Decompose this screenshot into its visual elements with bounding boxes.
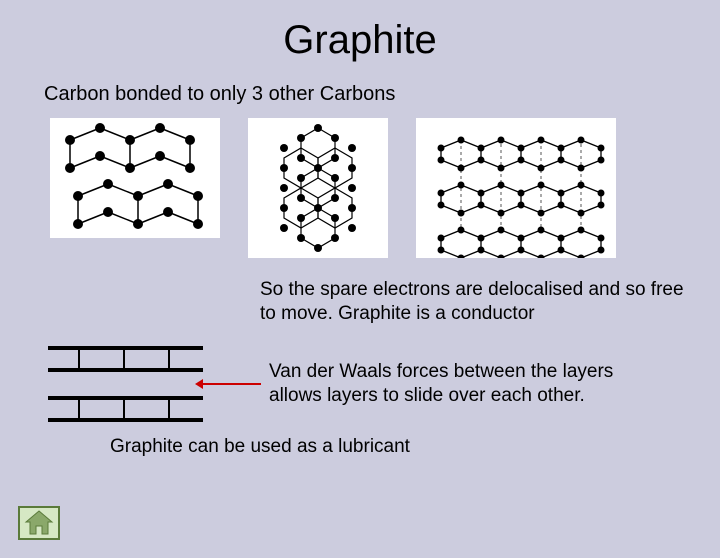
diagram-layered-3d xyxy=(416,118,616,258)
layers-diagram xyxy=(48,346,203,422)
home-icon[interactable] xyxy=(18,506,60,540)
diagram-side-bonds xyxy=(50,118,220,238)
diagram-hexagonal-top xyxy=(248,118,388,258)
subtitle-text: Carbon bonded to only 3 other Carbons xyxy=(44,83,720,106)
lubricant-text: Graphite can be used as a lubricant xyxy=(110,436,720,458)
arrow-pointer xyxy=(201,383,261,385)
vdw-row: Van der Waals forces between the layers … xyxy=(48,346,720,422)
body-text-delocalised: So the spare electrons are delocalised a… xyxy=(260,278,700,326)
diagrams-row xyxy=(50,118,720,258)
page-title: Graphite xyxy=(0,18,720,63)
vdw-text: Van der Waals forces between the layers … xyxy=(269,360,629,408)
